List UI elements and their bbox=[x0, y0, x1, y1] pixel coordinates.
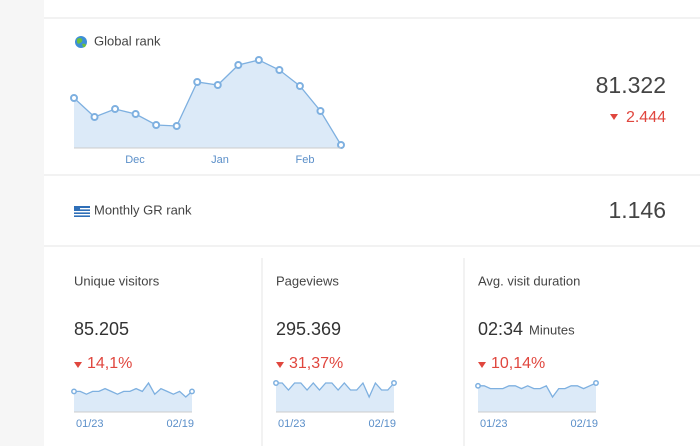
area bbox=[74, 383, 192, 412]
point bbox=[131, 110, 140, 118]
panel bbox=[44, 0, 700, 446]
down-arrow bbox=[74, 362, 82, 368]
global-rank-value: 81.322 bbox=[596, 72, 666, 98]
line bbox=[74, 381, 193, 398]
monthly-rank-value: 1.146 bbox=[608, 197, 666, 223]
metric-change: 10,14% bbox=[491, 355, 545, 372]
global-rank-label: Global rank bbox=[94, 33, 161, 48]
point bbox=[475, 382, 481, 389]
point bbox=[111, 105, 120, 113]
date-label: 02/19 bbox=[570, 418, 598, 430]
area bbox=[478, 383, 596, 412]
date-label: 02/19 bbox=[166, 418, 194, 430]
date-label: 02/19 bbox=[368, 418, 396, 430]
date-label: 01/23 bbox=[76, 418, 104, 430]
metric-value: 02:34 bbox=[478, 319, 523, 339]
metric-label: Unique visitors bbox=[74, 273, 160, 288]
point bbox=[71, 388, 77, 395]
point bbox=[254, 56, 263, 64]
point bbox=[172, 122, 181, 130]
point bbox=[152, 121, 161, 129]
monthly-rank-label: Monthly GR rank bbox=[94, 202, 192, 217]
metric-change: 14,1% bbox=[87, 355, 132, 372]
point bbox=[213, 81, 222, 89]
metric-value: 85.205 bbox=[74, 319, 129, 339]
down-arrow bbox=[276, 362, 284, 368]
point bbox=[234, 61, 243, 69]
line bbox=[478, 382, 597, 399]
metric-label: Pageviews bbox=[276, 273, 339, 288]
point bbox=[193, 78, 202, 86]
global-rank-change: 2.444 bbox=[626, 109, 666, 126]
down-arrow bbox=[610, 114, 618, 120]
down-arrow bbox=[478, 362, 486, 368]
point bbox=[295, 82, 304, 90]
point bbox=[90, 113, 99, 121]
point bbox=[316, 107, 325, 115]
point bbox=[593, 380, 599, 386]
flag-icon bbox=[74, 206, 90, 217]
area bbox=[74, 60, 341, 148]
point bbox=[70, 94, 78, 102]
x-tick-label: Dec bbox=[125, 154, 145, 166]
point bbox=[189, 388, 195, 395]
metric-label: Avg. visit duration bbox=[478, 273, 580, 288]
point bbox=[275, 66, 284, 74]
line bbox=[276, 381, 395, 399]
globe-icon bbox=[75, 36, 87, 48]
date-label: 01/23 bbox=[278, 418, 306, 430]
point bbox=[391, 380, 397, 386]
point bbox=[337, 141, 345, 149]
metric-change: 31,37% bbox=[289, 355, 343, 372]
x-tick-label: Feb bbox=[296, 154, 315, 166]
point bbox=[273, 380, 279, 386]
metric-unit: Minutes bbox=[529, 322, 575, 337]
side-strip bbox=[0, 0, 44, 446]
metric-value: 295.369 bbox=[276, 319, 341, 339]
x-tick-label: Jan bbox=[211, 154, 229, 166]
date-label: 01/23 bbox=[480, 418, 508, 430]
area bbox=[276, 383, 394, 412]
